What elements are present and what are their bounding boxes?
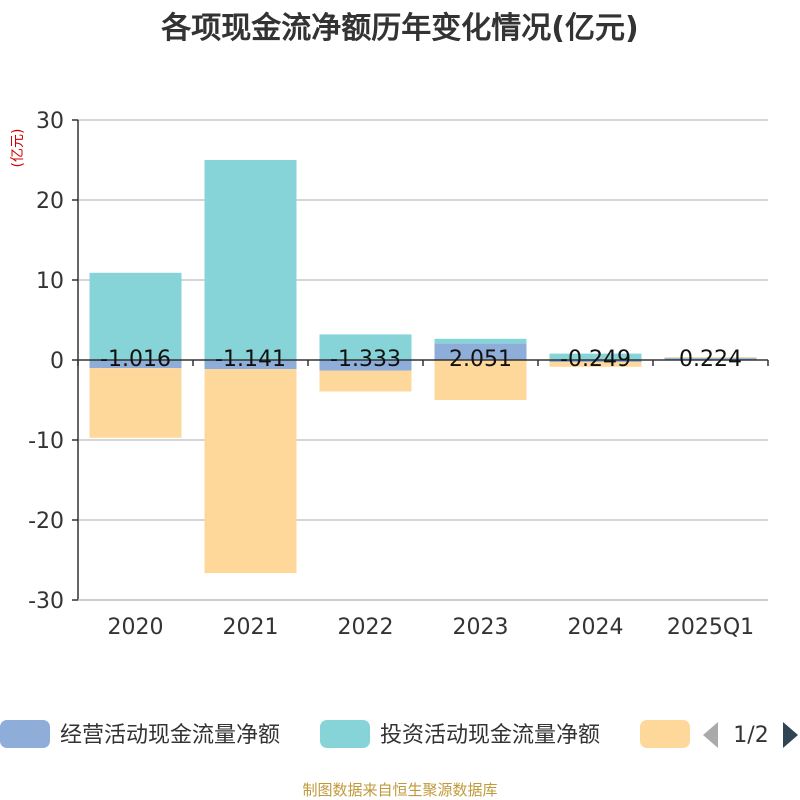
bar-operating-2025Q1 <box>664 358 757 360</box>
x-tick-label: 2021 <box>223 615 279 640</box>
bar-financing-2021 <box>204 369 297 574</box>
pager-next-icon[interactable] <box>783 722 798 748</box>
y-axis-unit-label: (亿元) <box>10 129 26 168</box>
axes: 30 20 10 0 -10 -20 -30 2020 2021 2022 2023 2024 2025… <box>28 109 769 640</box>
bar-financing-2022 <box>319 370 412 392</box>
x-tick-label: 2024 <box>568 615 624 640</box>
data-label-operating: -1.333 <box>330 347 401 372</box>
bar-investing-2024 <box>549 353 642 360</box>
legend-label-operating: 经营活动现金流量净额 <box>60 723 280 748</box>
y-tick-label: 0 <box>50 349 64 374</box>
legend-swatch-operating <box>0 720 50 748</box>
bar-financing-2023 <box>434 360 527 400</box>
bar-investing-2025Q1 <box>664 357 757 359</box>
legend-label-investing: 投资活动现金流量净额 <box>380 723 600 748</box>
data-label-operating: 2.051 <box>449 347 512 372</box>
legend-swatch-financing <box>640 720 690 748</box>
x-tick-label: 2023 <box>453 615 509 640</box>
data-label-operating: -1.141 <box>215 347 286 372</box>
bar-investing-2020 <box>89 272 182 360</box>
bar-operating-2021 <box>204 360 297 370</box>
bar-investing-2021 <box>204 160 297 360</box>
bar-financing-2025Q1 <box>664 357 757 358</box>
y-tick-label: -20 <box>28 509 64 534</box>
data-label-operating: 0.224 <box>679 347 742 372</box>
pager-prev-icon[interactable] <box>703 722 718 748</box>
bar-financing-2020 <box>89 368 182 438</box>
data-label-operating: -1.016 <box>100 347 171 372</box>
bar-investing-2023 <box>434 338 527 344</box>
chart-title: 各项现金流净额历年变化情况(亿元) <box>160 11 638 46</box>
y-tick-label: -10 <box>28 429 64 454</box>
y-tick-label: -30 <box>28 589 64 614</box>
y-tick-label: 10 <box>36 269 64 294</box>
data-labels: -1.016 -1.141 -1.333 2.051 -0.249 0.224 <box>100 347 742 372</box>
pager-indicator: 1/2 <box>733 723 768 748</box>
bar-operating-2022 <box>319 360 412 371</box>
data-label-operating: -0.249 <box>560 347 631 372</box>
y-tick-label: 30 <box>36 109 64 134</box>
bar-financing-2024 <box>549 361 642 367</box>
bars-layer <box>89 160 757 574</box>
x-tick-label: 2020 <box>108 615 164 640</box>
legend: 经营活动现金流量净额 投资活动现金流量净额 1/2 <box>0 720 798 748</box>
bar-operating-2024 <box>549 360 642 362</box>
legend-swatch-investing <box>320 720 370 748</box>
bar-operating-2020 <box>89 360 182 369</box>
bar-investing-2022 <box>319 334 412 360</box>
x-tick-label: 2025Q1 <box>667 615 754 640</box>
data-source-note: 制图数据来自恒生聚源数据库 <box>302 781 497 799</box>
y-tick-label: 20 <box>36 189 64 214</box>
x-tick-label: 2022 <box>338 615 394 640</box>
bar-operating-2023 <box>434 343 527 360</box>
